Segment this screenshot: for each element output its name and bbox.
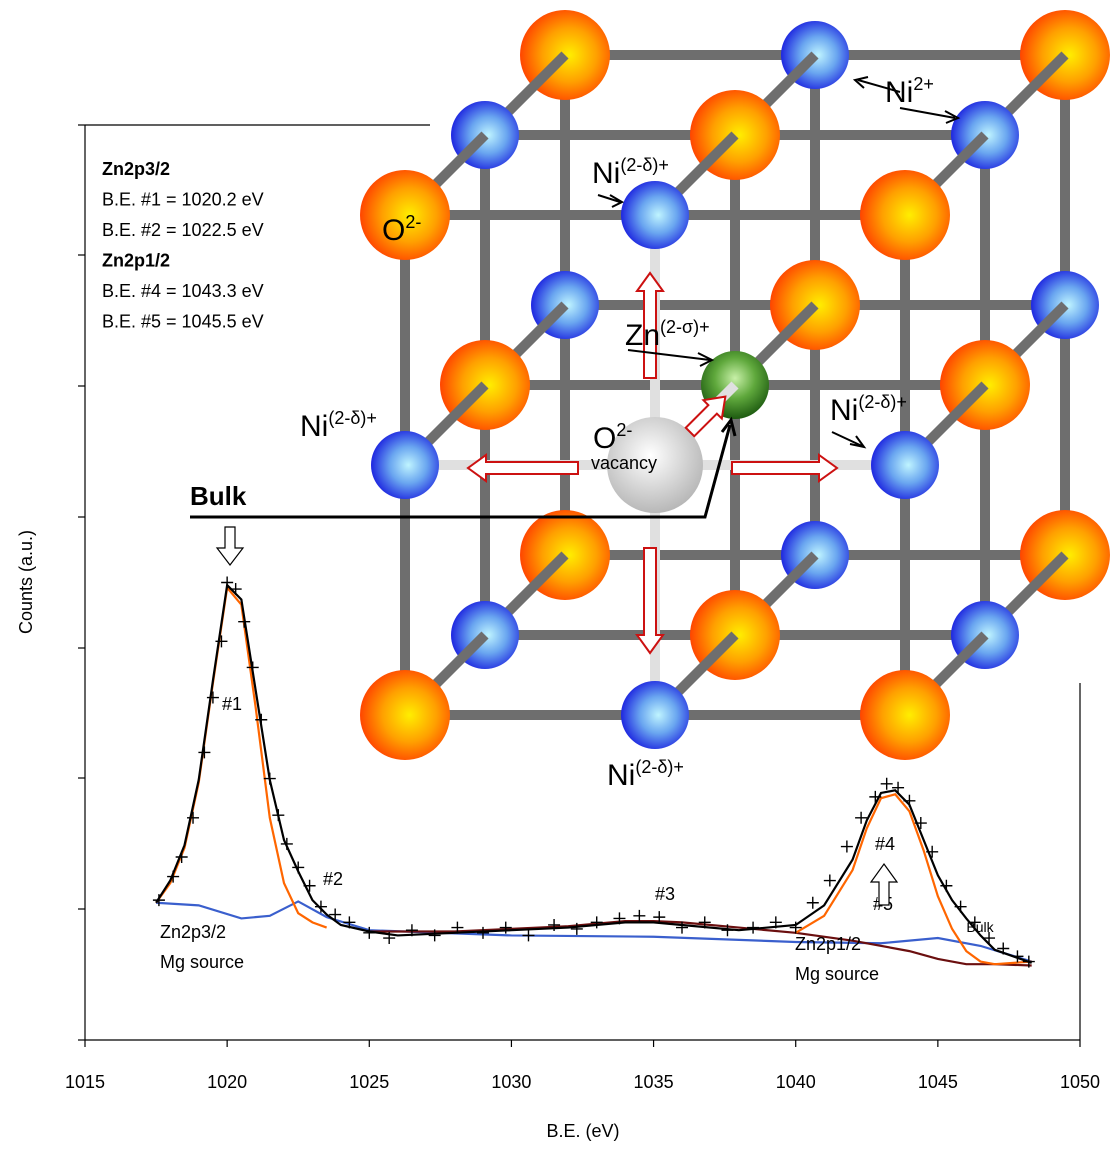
y-axis-title: Counts (a.u.) bbox=[16, 530, 36, 634]
label-sup: 2- bbox=[616, 420, 632, 440]
label-sup: (2-δ)+ bbox=[620, 155, 669, 175]
data-point bbox=[198, 746, 210, 758]
pointer bbox=[832, 432, 864, 447]
data-point bbox=[881, 778, 893, 790]
data-point bbox=[153, 894, 165, 906]
inset-label: Ni(2-δ)+ bbox=[830, 392, 907, 427]
data-point bbox=[477, 927, 489, 939]
data-point bbox=[747, 922, 759, 934]
x-tick-label: 1045 bbox=[918, 1072, 958, 1092]
inset-label: Ni(2-δ)+ bbox=[607, 757, 684, 792]
peak-label: #3 bbox=[655, 884, 675, 904]
x-tick-label: 1030 bbox=[491, 1072, 531, 1092]
x-tick-label: 1040 bbox=[776, 1072, 816, 1092]
data-point bbox=[807, 897, 819, 909]
atom bbox=[621, 181, 689, 249]
data-point bbox=[500, 922, 512, 934]
chart: O2-Ni2+Ni(2-δ)+Zn(2-σ)+Ni(2-δ)+Ni(2-δ)+N… bbox=[0, 0, 1116, 1149]
data-point bbox=[1011, 950, 1023, 962]
note-line: B.E. #4 = 1043.3 eV bbox=[102, 281, 264, 301]
peak-label: #4 bbox=[875, 834, 895, 854]
data-point bbox=[207, 692, 219, 704]
inset-label: Zn(2-σ)+ bbox=[625, 317, 710, 352]
data-point bbox=[591, 916, 603, 928]
migration-arrow bbox=[732, 455, 837, 481]
x-tick-label: 1020 bbox=[207, 1072, 247, 1092]
data-point bbox=[955, 901, 967, 913]
data-point bbox=[281, 838, 293, 850]
label-sup: (2-δ)+ bbox=[858, 392, 907, 412]
label-sup: 2- bbox=[405, 212, 421, 232]
data-point bbox=[238, 616, 250, 628]
data-point bbox=[915, 817, 927, 829]
x-tick-label: 1015 bbox=[65, 1072, 105, 1092]
peak-label: #1 bbox=[222, 694, 242, 714]
bulk-title: Bulk bbox=[190, 481, 247, 511]
crystal-lattice: O2-Ni2+Ni(2-δ)+Zn(2-σ)+Ni(2-δ)+Ni(2-δ)+N… bbox=[190, 10, 1110, 792]
data-point bbox=[304, 880, 316, 892]
label-base: Zn bbox=[625, 319, 660, 352]
source-label: Mg source bbox=[795, 964, 879, 984]
atom bbox=[360, 670, 450, 760]
note-line: B.E. #1 = 1020.2 eV bbox=[102, 190, 264, 210]
notes: Zn2p3/2 B.E. #1 = 1020.2 eV B.E. #2 = 1022… bbox=[102, 159, 264, 332]
data-point bbox=[272, 809, 284, 821]
inset-label: Ni(2-δ)+ bbox=[300, 408, 377, 443]
inset-label: Ni2+ bbox=[885, 74, 934, 109]
peak-label: #2 bbox=[323, 869, 343, 889]
x-tick-label: 1035 bbox=[634, 1072, 674, 1092]
data-point bbox=[841, 841, 853, 853]
pointer bbox=[628, 350, 712, 366]
label-base: Ni bbox=[830, 394, 858, 427]
label-sup: (2-δ)+ bbox=[328, 408, 377, 428]
note-line: B.E. #5 = 1045.5 eV bbox=[102, 312, 264, 332]
x-tick-label: 1025 bbox=[349, 1072, 389, 1092]
label-base: Ni bbox=[607, 759, 635, 792]
data-point bbox=[824, 875, 836, 887]
atom bbox=[621, 681, 689, 749]
note-line: B.E. #2 = 1022.5 eV bbox=[102, 220, 264, 240]
x-axis-title: B.E. (eV) bbox=[546, 1121, 619, 1141]
source-label: Zn2p1/2 bbox=[795, 934, 861, 954]
fit-line bbox=[156, 901, 1032, 961]
label-sub: vacancy bbox=[591, 453, 657, 473]
data-point bbox=[522, 929, 534, 941]
data-point bbox=[892, 782, 904, 794]
note-line: Zn2p3/2 bbox=[102, 159, 170, 179]
note-line: Zn2p1/2 bbox=[102, 251, 170, 271]
label-base: O bbox=[382, 214, 405, 247]
y-tick-marks bbox=[78, 125, 85, 1040]
pointer bbox=[598, 195, 622, 207]
atom bbox=[371, 431, 439, 499]
data-point bbox=[221, 577, 233, 589]
label-base: Ni bbox=[592, 157, 620, 190]
atom bbox=[860, 170, 950, 260]
atom bbox=[871, 431, 939, 499]
arrow-shape bbox=[732, 455, 837, 481]
label-sup: 2+ bbox=[913, 74, 934, 94]
atom bbox=[860, 670, 950, 760]
label-sup: (2-δ)+ bbox=[635, 757, 684, 777]
label-sup: (2-σ)+ bbox=[660, 317, 710, 337]
source-label: Zn2p3/2 bbox=[160, 922, 226, 942]
pointer bbox=[900, 108, 958, 123]
label-base: Ni bbox=[300, 410, 328, 443]
data-point bbox=[926, 846, 938, 858]
label-base: O bbox=[593, 422, 616, 455]
source-label: Mg source bbox=[160, 952, 244, 972]
x-tick-label: 1050 bbox=[1060, 1072, 1100, 1092]
peak-label: Bulk bbox=[966, 919, 994, 935]
bulk-arrow bbox=[217, 527, 243, 565]
